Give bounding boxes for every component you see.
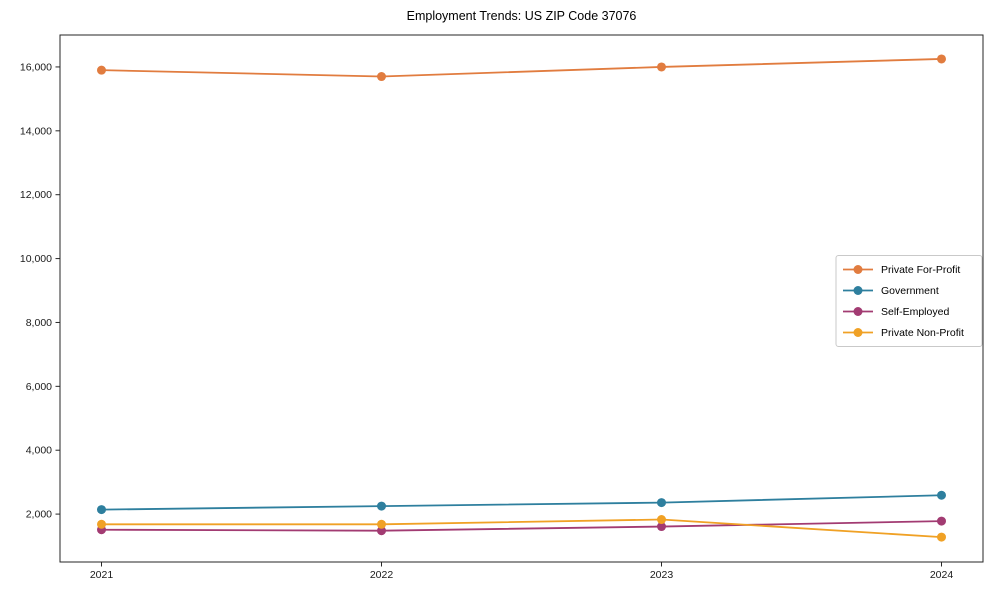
series-line-private-for-profit	[101, 58, 942, 78]
data-point-self-employed	[657, 522, 666, 532]
plot-border	[59, 34, 984, 563]
series-line-private-non-profit	[101, 518, 942, 538]
y-tick-label: 4,000	[26, 445, 52, 457]
data-point-private-non-profit	[657, 515, 666, 525]
legend-label-self-employed: Self-Employed	[881, 306, 949, 318]
data-point-government	[377, 501, 386, 511]
data-point-private-for-profit	[97, 65, 106, 75]
legend-box	[835, 255, 983, 347]
data-point-private-non-profit	[937, 532, 946, 542]
data-point-government	[937, 490, 946, 500]
data-point-self-employed	[377, 526, 386, 536]
data-point-private-for-profit	[377, 72, 386, 82]
x-tick-label: 2024	[930, 569, 954, 581]
data-point-government	[97, 505, 106, 515]
data-point-private-non-profit	[97, 519, 106, 529]
data-point-private-non-profit	[377, 519, 386, 529]
x-tick-label: 2022	[370, 569, 394, 581]
data-point-government	[657, 498, 666, 508]
y-tick-label: 6,000	[26, 381, 52, 393]
data-point-private-for-profit	[937, 54, 946, 64]
y-tick-label: 10,000	[20, 253, 52, 265]
data-point-self-employed	[937, 516, 946, 526]
legend-label-private-for-profit: Private For-Profit	[881, 264, 960, 276]
x-tick-label: 2023	[650, 569, 674, 581]
data-point-private-for-profit	[657, 62, 666, 72]
legend-marker-private-non-profit	[853, 328, 863, 337]
y-tick-label: 12,000	[20, 189, 52, 201]
series-line-self-employed	[101, 520, 942, 532]
legend-marker-private-for-profit	[853, 265, 863, 274]
legend-marker-self-employed	[853, 307, 863, 316]
x-tick-label: 2021	[90, 569, 114, 581]
legend-marker-government	[853, 286, 863, 295]
legend-label-government: Government	[881, 285, 939, 297]
y-tick-label: 14,000	[20, 125, 52, 137]
y-tick-label: 16,000	[20, 61, 52, 73]
y-tick-label: 2,000	[26, 509, 52, 521]
chart-title: Employment Trends: US ZIP Code 37076	[406, 9, 637, 23]
y-tick-label: 8,000	[26, 317, 52, 329]
series-line-government	[101, 494, 942, 511]
legend-label-private-non-profit: Private Non-Profit	[881, 327, 964, 339]
